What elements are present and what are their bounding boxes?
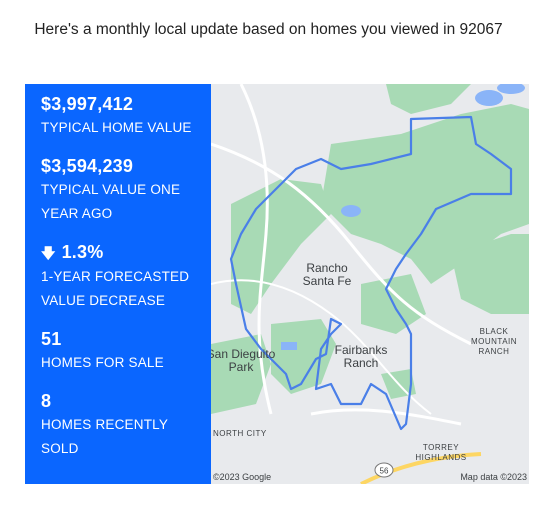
label-san-dieguito-park: San Dieguito Park [211,347,276,374]
road [211,279,432,415]
stat-label: HOMES RECENTLY SOLD [41,417,168,456]
highway-number: 56 [380,467,389,476]
stat-forecast: 🡇 1.3% 1-YEAR FORECASTED VALUE DECREASE [41,240,211,313]
area-map[interactable]: 56 Rancho Santa Fe Fairbanks Ranch San Die… [211,84,529,484]
stat-value: $3,997,412 [41,94,134,114]
map-attribution-data[interactable]: Map data ©2023 [460,472,527,482]
label-north-city: NORTH CITY [213,429,267,438]
stats-panel: $3,997,412 TYPICAL HOME VALUE $3,594,239… [25,84,211,484]
label-rancho-santa-fe: Rancho Santa Fe [303,261,352,288]
label-torrey-highlands: TORREY HIGHLANDS [415,443,466,462]
park-area [451,234,529,314]
label-fairbanks-ranch: Fairbanks Ranch [335,343,388,370]
stat-typical-value-year-ago: $3,594,239 TYPICAL VALUE ONE YEAR AGO [41,154,211,226]
stat-label: TYPICAL VALUE ONE YEAR AGO [41,182,181,221]
stat-label: 1-YEAR FORECASTED VALUE DECREASE [41,269,190,308]
stat-label: HOMES FOR SALE [41,355,164,370]
road [211,142,472,346]
highway-shield-icon [374,462,394,478]
water-body [475,90,503,106]
water-body [281,342,297,350]
stat-value: 1.3% [61,242,104,262]
stat-typical-home-value: $3,997,412 TYPICAL HOME VALUE [41,92,211,140]
road [239,84,273,415]
park-area [211,334,271,414]
highway-road [360,452,482,484]
park-area [321,104,529,284]
map-canvas: 56 Rancho Santa Fe Fairbanks Ranch San Die… [211,84,529,484]
stat-label: TYPICAL HOME VALUE [41,120,192,135]
label-black-mountain-ranch: BLACK MOUNTAIN RANCH [471,327,517,356]
headline: Here's a monthly local update based on h… [34,21,503,38]
map-attribution-google: ©2023 Google [213,472,271,482]
area-boundary [229,115,513,431]
stat-value: $3,594,239 [41,156,134,176]
stat-homes-for-sale: 51 HOMES FOR SALE [41,327,211,375]
arrow-down-icon: 🡇 [41,245,56,261]
park-area [386,84,471,114]
road [310,408,462,426]
stat-value: 8 [41,391,52,411]
water-body [497,84,525,94]
water-body [341,205,361,217]
stat-value: 51 [41,329,62,349]
stat-homes-recently-sold: 8 HOMES RECENTLY SOLD [41,389,211,461]
